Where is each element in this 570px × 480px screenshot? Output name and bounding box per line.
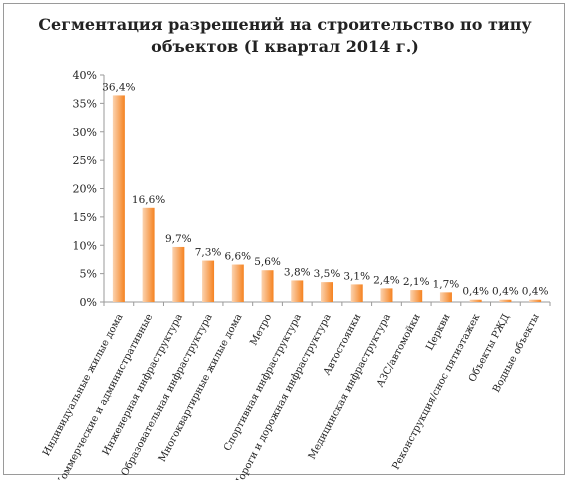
category-label: Метро <box>248 312 274 347</box>
data-label: 6,6% <box>224 251 251 263</box>
data-label: 0,4% <box>522 286 549 298</box>
bar <box>469 299 482 302</box>
bar <box>529 299 542 302</box>
data-label: 5,6% <box>254 256 281 268</box>
data-label: 16,6% <box>132 194 165 206</box>
y-tick-label: 10% <box>73 239 97 252</box>
data-label: 3,1% <box>343 270 370 282</box>
y-tick-label: 15% <box>73 211 97 224</box>
bar <box>142 207 155 302</box>
data-label: 0,4% <box>492 286 519 298</box>
data-label: 2,1% <box>403 276 430 288</box>
data-label: 36,4% <box>102 81 135 93</box>
bar <box>321 282 333 302</box>
data-label: 9,7% <box>165 233 192 245</box>
bar <box>291 280 304 302</box>
chart-title-line-1: Сегментация разрешений на строительство … <box>38 15 532 34</box>
bar <box>231 264 244 302</box>
y-tick-label: 20% <box>73 183 97 196</box>
bar <box>261 270 274 302</box>
chart-title: Сегментация разрешений на строительство … <box>0 14 570 58</box>
bar <box>439 292 452 302</box>
y-tick-label: 0% <box>80 296 97 309</box>
data-label: 0,4% <box>462 286 489 298</box>
bar <box>172 246 185 302</box>
chart-title-line-2: объектов (I квартал 2014 г.) <box>151 37 419 56</box>
data-label: 1,7% <box>433 278 460 290</box>
bar <box>112 95 125 303</box>
bar <box>499 299 512 302</box>
y-tick-label: 5% <box>80 268 97 281</box>
bar <box>410 290 423 302</box>
y-tick-label: 30% <box>73 126 97 139</box>
chart-bars <box>112 95 542 303</box>
category-label: Церкви <box>424 312 452 352</box>
data-label: 3,5% <box>314 268 341 280</box>
bar <box>350 284 363 302</box>
data-label: 3,8% <box>284 266 311 278</box>
y-tick-label: 25% <box>73 154 97 167</box>
bar <box>202 260 215 302</box>
chart-frame <box>3 3 565 475</box>
y-tick-label: 40% <box>73 69 97 82</box>
data-label: 7,3% <box>195 247 222 259</box>
chart-axes: 0% 5% 10% 15% 20% 25% 30% 35% 40% <box>73 69 551 309</box>
bar <box>380 288 393 302</box>
y-tick-label: 35% <box>73 97 97 110</box>
data-label: 2,4% <box>373 274 400 286</box>
